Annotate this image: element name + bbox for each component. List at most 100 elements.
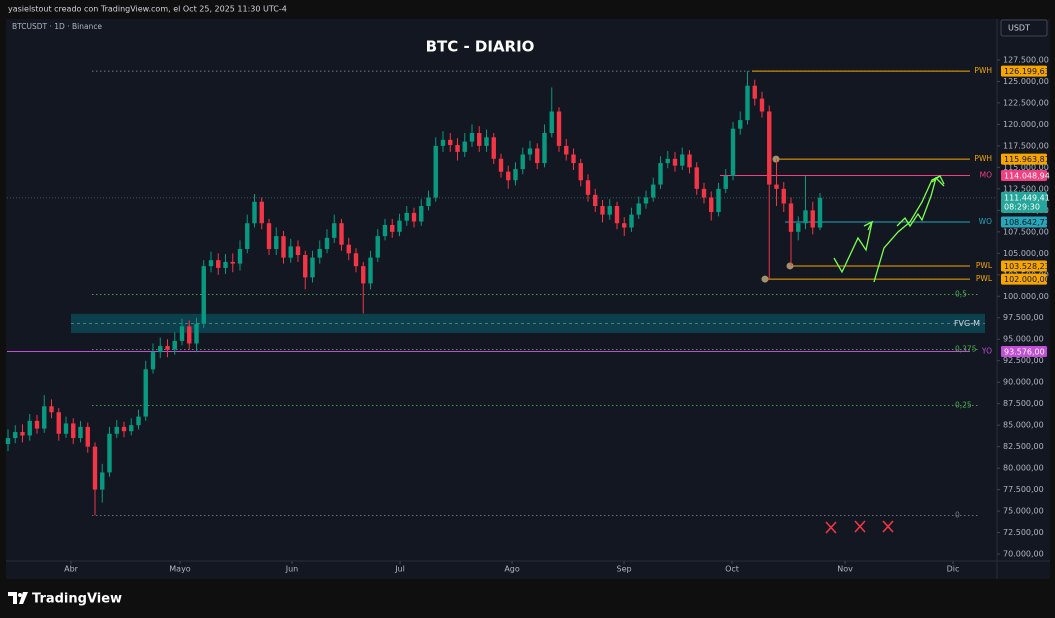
candle-body [549, 111, 554, 133]
candle-body [781, 188, 786, 204]
candle-body [774, 184, 779, 189]
candle-body [643, 197, 649, 204]
candle-body [368, 257, 373, 284]
x-tick-label: Sep [617, 565, 632, 574]
x-tick-label: Ago [504, 565, 520, 574]
candle-body [730, 128, 736, 176]
candle-body [201, 266, 206, 324]
candle-body [339, 223, 344, 245]
candle-body [723, 175, 728, 189]
y-tick-label: 127.500,00 [1003, 55, 1049, 64]
candle-body [520, 154, 525, 170]
level-value: 115.963,81 [1004, 155, 1050, 164]
candle-body [629, 214, 634, 228]
projection [873, 175, 941, 283]
currency-box[interactable] [1000, 19, 1048, 37]
y-tick-label: 70.000,00 [1003, 550, 1044, 559]
candle-body [34, 420, 40, 429]
x-tick-label: Jul [394, 565, 405, 574]
candle-body [317, 249, 322, 258]
level-value: 108.642,77 [1004, 218, 1050, 227]
candle-body [382, 224, 388, 237]
candle-body [498, 158, 504, 172]
level-box [1001, 170, 1047, 182]
candle-body [440, 139, 446, 146]
candle-body [527, 148, 533, 155]
candle-body [513, 169, 518, 181]
candle-body [353, 253, 359, 267]
level-box [1001, 273, 1047, 285]
candle-body [375, 236, 380, 258]
candle-body [274, 236, 279, 250]
candle-body [20, 432, 25, 436]
candle-body [165, 346, 170, 350]
x-tick-label: Nov [837, 565, 853, 574]
candle-body [542, 132, 547, 164]
price-box [1001, 191, 1047, 213]
candle-body [92, 446, 98, 490]
candle-body [237, 249, 243, 264]
fib-label: 0,375 [955, 345, 977, 354]
price-axis: 127.500,00 125.000,00 122.500,00 120.000,00… [64, 55, 1050, 573]
candle-body [469, 132, 475, 142]
candle-body [78, 426, 83, 439]
fvg-label: FVG-M [954, 319, 980, 328]
candle-body [49, 406, 54, 413]
symbol: BTCUSDT · 1D · Binance [12, 22, 102, 31]
projection [896, 176, 945, 228]
candle-body [672, 158, 678, 166]
candle-body [477, 132, 482, 146]
candle-body [593, 194, 598, 207]
x-tick-label: Jun [285, 565, 299, 574]
fib-label: 0 [955, 510, 960, 519]
y-tick-label: 75.000,00 [1003, 507, 1044, 516]
candle-body [216, 260, 221, 268]
candle-body [448, 139, 453, 146]
y-tick-label: 95.000,00 [1003, 335, 1044, 344]
candle-body [767, 111, 772, 185]
candle-body [687, 154, 692, 168]
y-tick-label: 115.000,00 [1003, 163, 1049, 172]
candle-body [208, 260, 214, 267]
candle-body [709, 197, 714, 213]
candle-body [433, 145, 438, 198]
level-name: WO [979, 217, 992, 226]
candle-body [701, 188, 707, 198]
projection [833, 221, 873, 274]
level-name: YO [981, 346, 992, 355]
candle-body [738, 120, 743, 129]
candle-body [419, 206, 424, 222]
y-tick-label: 105.000,00 [1003, 249, 1049, 258]
candle-body [636, 203, 641, 215]
fib-label: 0,5 [955, 290, 967, 299]
countdown: 08:29:30 [1004, 202, 1040, 211]
candle-body [607, 206, 612, 215]
y-tick-label: 122.500,00 [1003, 98, 1049, 107]
candle-body [817, 197, 823, 228]
x-markers [825, 520, 894, 534]
candle-body [295, 246, 301, 256]
candle-body [803, 210, 808, 224]
x-tick-label: Oct [725, 565, 739, 574]
candle-body [346, 244, 351, 254]
level-value: 102.000,00 [1004, 275, 1050, 284]
candle-body [622, 223, 627, 228]
candle-body [114, 426, 119, 434]
chart-panel [6, 19, 1050, 579]
y-tick-label: 87.500,00 [1003, 399, 1044, 408]
x-tick-label: Dic [947, 565, 960, 574]
candle-body [310, 257, 315, 278]
candle-body [230, 261, 235, 264]
level-box [1001, 65, 1047, 77]
level-value: 114.048,94 [1004, 172, 1050, 181]
candle-body [158, 346, 163, 353]
y-tick-label: 72.500,00 [1003, 528, 1044, 537]
chart-title: BTC - DIARIO [426, 38, 535, 56]
candle-body [390, 224, 395, 232]
candle-body [281, 236, 286, 258]
candle-body [614, 206, 620, 224]
candle-body [179, 326, 185, 341]
candle-body [658, 163, 663, 185]
brand-logo [8, 592, 28, 604]
candle-body [129, 425, 134, 432]
